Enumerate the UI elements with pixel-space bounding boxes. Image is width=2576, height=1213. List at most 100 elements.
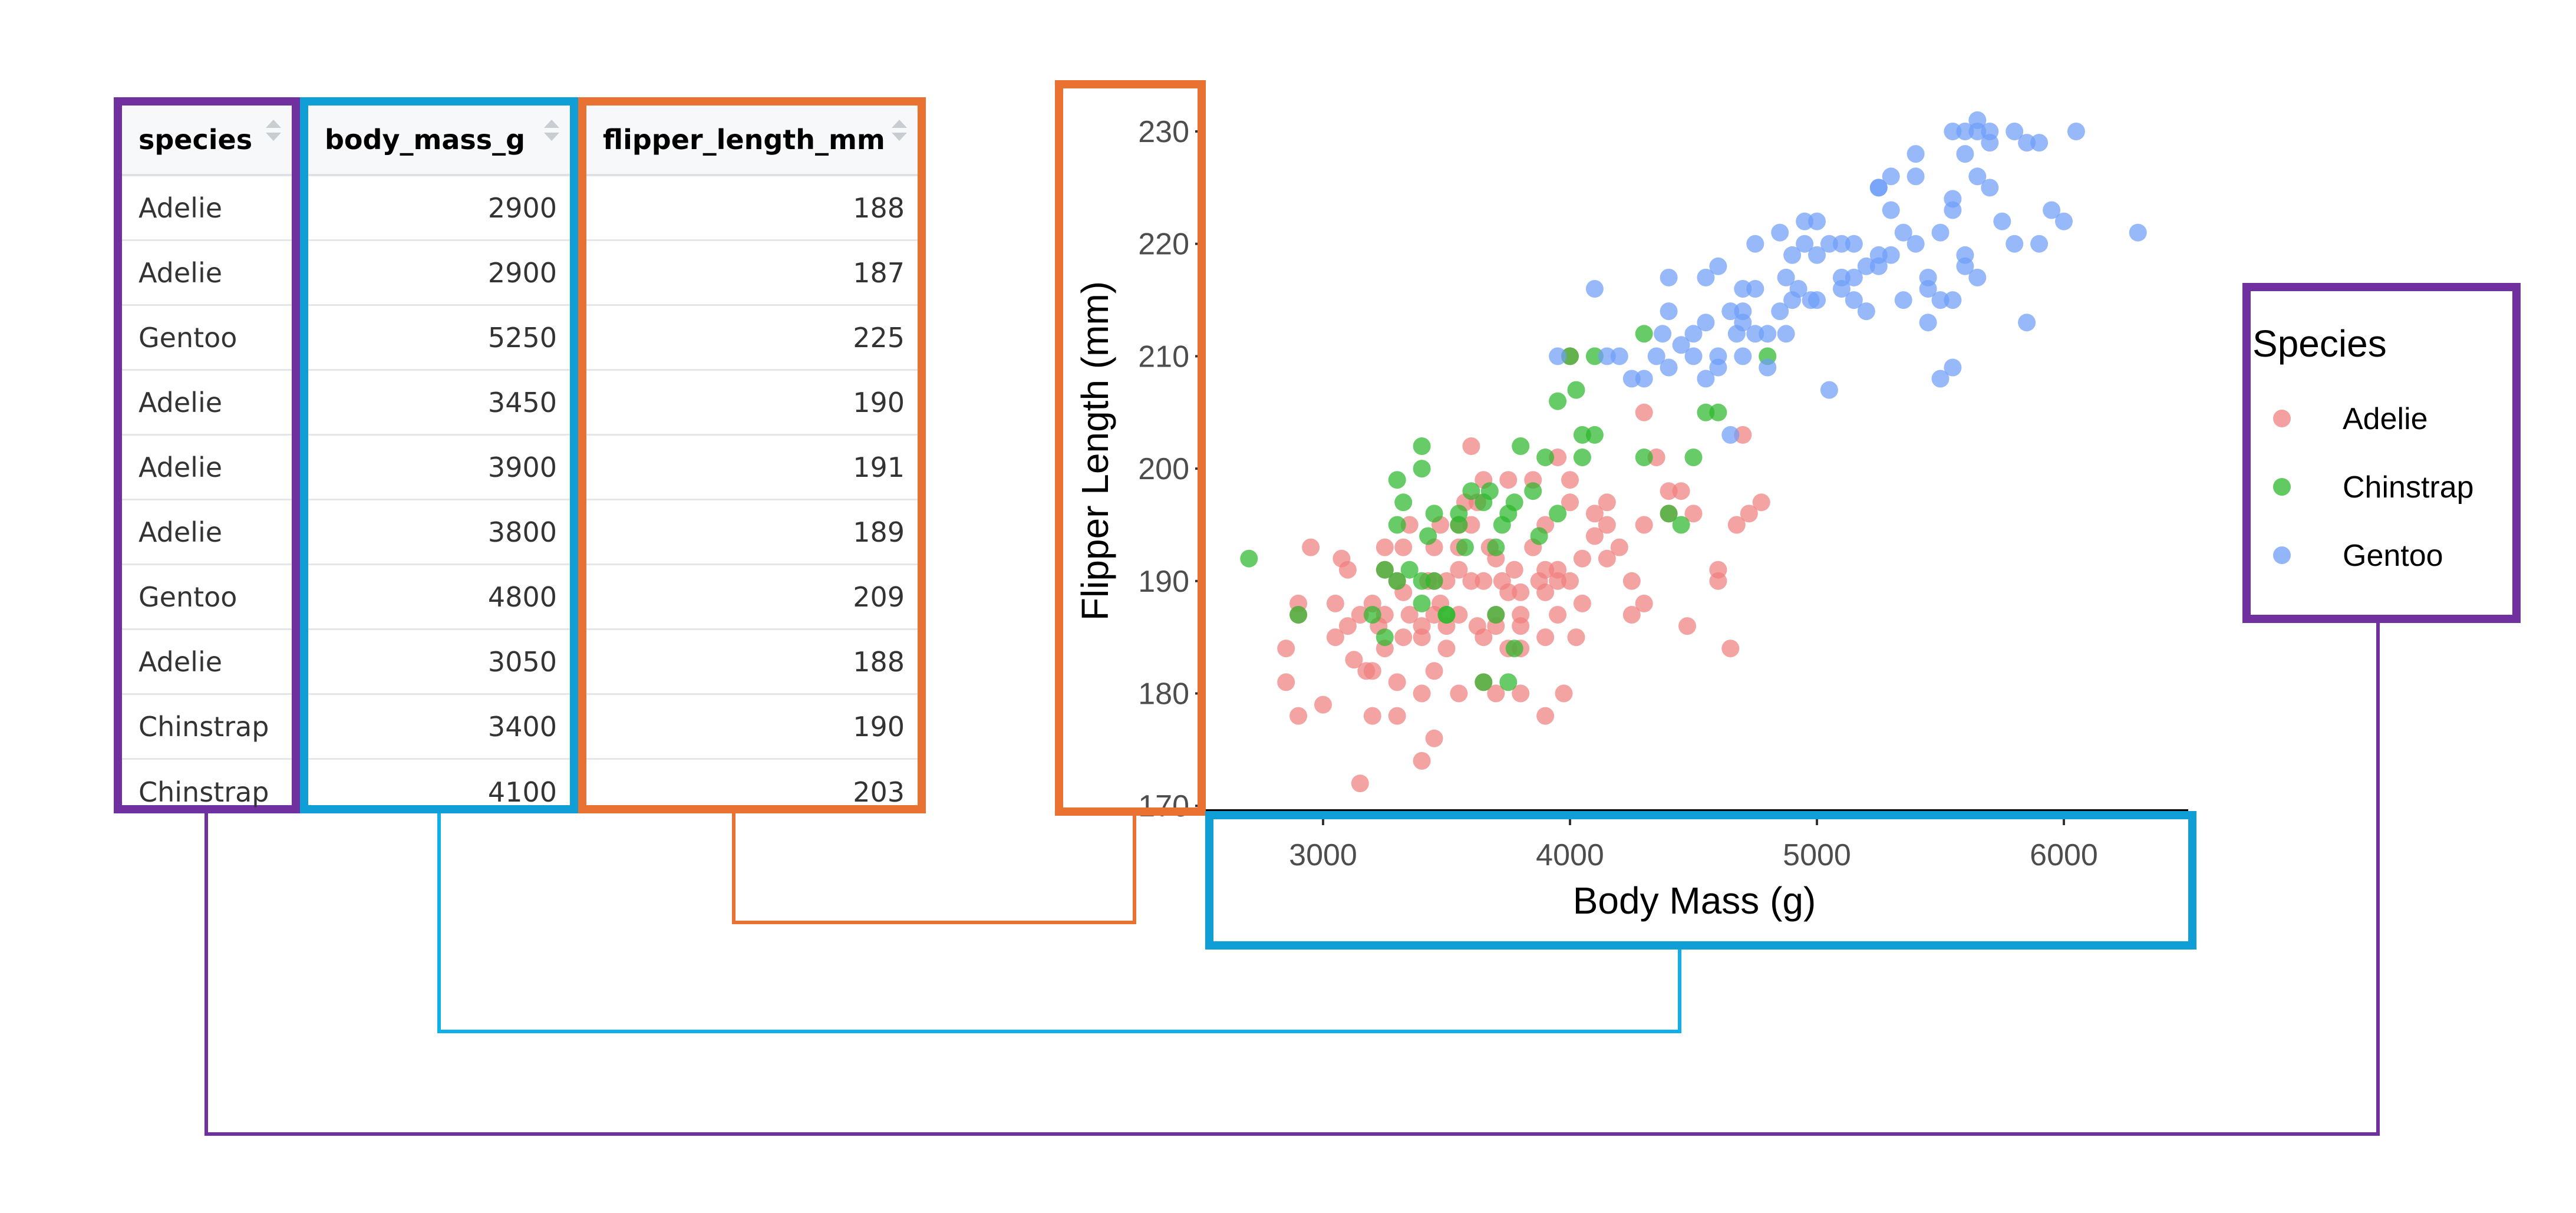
point-gentoo — [1549, 347, 1567, 365]
point-gentoo — [1610, 347, 1628, 365]
point-chinstrap — [1480, 482, 1499, 500]
point-gentoo — [1832, 235, 1851, 253]
point-adelie — [1351, 606, 1369, 624]
point-adelie — [1549, 572, 1567, 590]
point-chinstrap — [1388, 516, 1406, 534]
y-tick-label: 200 — [1138, 452, 1189, 486]
point-adelie — [1672, 482, 1690, 500]
point-gentoo — [1802, 291, 1820, 309]
point-chinstrap — [1456, 538, 1474, 556]
connector-species — [205, 623, 2380, 1136]
point-chinstrap — [1376, 628, 1394, 647]
table-cell-body-mass-g: 3450 — [308, 371, 570, 436]
point-gentoo — [2006, 123, 2024, 140]
point-chinstrap — [1376, 561, 1394, 579]
point-gentoo — [1622, 370, 1641, 388]
point-chinstrap — [1289, 606, 1308, 624]
point-adelie — [1622, 572, 1641, 590]
point-gentoo — [1931, 223, 1950, 242]
table-cell-flipper-length-mm: 188 — [586, 176, 918, 241]
legend-label-chinstrap: Chinstrap — [2343, 470, 2474, 505]
point-chinstrap — [1585, 347, 1604, 365]
legend-key-gentoo — [2273, 546, 2291, 564]
point-adelie — [1573, 549, 1591, 568]
point-gentoo — [1845, 268, 1863, 286]
point-gentoo — [1660, 358, 1678, 377]
point-gentoo — [1660, 302, 1678, 321]
y-tick-label: 210 — [1138, 339, 1189, 374]
table-cell-species: Adelie — [122, 436, 292, 500]
point-gentoo — [1672, 336, 1690, 354]
table-cell-flipper-length-mm: 203 — [853, 776, 905, 808]
table-cell-body-mass-g: 3900 — [308, 436, 570, 500]
point-adelie — [1450, 561, 1468, 579]
point-gentoo — [1869, 246, 1888, 264]
point-chinstrap — [1413, 572, 1431, 590]
legend-key-chinstrap — [2273, 478, 2291, 496]
point-chinstrap — [1660, 505, 1678, 523]
x-axis-title: Body Mass (g) — [1573, 879, 1816, 922]
point-gentoo — [1993, 212, 2011, 230]
point-adelie — [1561, 493, 1579, 512]
point-adelie — [1302, 538, 1320, 556]
point-adelie — [1561, 572, 1579, 590]
column-header-species[interactable]: species — [122, 106, 292, 176]
point-gentoo — [1907, 145, 1925, 163]
column-header-label: body_mass_g — [325, 124, 526, 156]
point-chinstrap — [1388, 572, 1406, 590]
legend-title: Species — [2252, 322, 2387, 365]
point-gentoo — [1968, 268, 1987, 286]
point-chinstrap — [1709, 403, 1727, 421]
point-gentoo — [1783, 246, 1802, 264]
point-adelie — [1363, 707, 1381, 725]
point-gentoo — [1585, 280, 1604, 298]
point-adelie — [1462, 516, 1480, 534]
point-gentoo — [1684, 325, 1703, 343]
column-header-body-mass[interactable]: body_mass_g — [308, 106, 570, 176]
point-gentoo — [1845, 291, 1863, 309]
point-adelie — [1338, 617, 1357, 635]
point-adelie — [1450, 606, 1468, 624]
point-adelie — [1635, 516, 1653, 534]
point-gentoo — [1857, 257, 1875, 275]
point-adelie — [1388, 707, 1406, 725]
point-gentoo — [1981, 179, 1999, 197]
legend-key-adelie — [2273, 410, 2291, 427]
point-gentoo — [1777, 325, 1795, 343]
point-chinstrap — [1363, 606, 1381, 624]
legend-label-adelie: Adelie — [2343, 402, 2428, 436]
point-chinstrap — [1524, 482, 1542, 500]
point-adelie — [1338, 561, 1357, 579]
point-gentoo — [1697, 268, 1715, 286]
point-chinstrap — [1394, 493, 1413, 512]
point-adelie — [1598, 493, 1616, 512]
point-adelie — [1499, 583, 1518, 601]
point-chinstrap — [1413, 594, 1431, 612]
point-adelie — [1400, 516, 1419, 534]
point-gentoo — [1697, 314, 1715, 332]
point-adelie — [1549, 606, 1567, 624]
sort-icon[interactable] — [544, 120, 559, 146]
sort-icon[interactable] — [892, 120, 907, 146]
table-cell-flipper-length-mm: 225 — [586, 306, 918, 371]
point-chinstrap — [1549, 505, 1567, 523]
point-gentoo — [1919, 314, 1937, 332]
point-chinstrap — [1425, 572, 1443, 590]
point-gentoo — [1721, 426, 1740, 444]
y-axis-title: Flipper Length (mm) — [1074, 281, 1116, 621]
point-gentoo — [1944, 201, 1962, 219]
point-gentoo — [1684, 347, 1703, 365]
table-cell-body-mass-g: 5250 — [308, 306, 570, 371]
point-gentoo — [1857, 302, 1875, 321]
point-gentoo — [1771, 302, 1789, 321]
y-tick-label: 190 — [1138, 565, 1189, 599]
point-adelie — [1549, 449, 1567, 466]
point-gentoo — [1635, 370, 1653, 388]
table-cell-flipper-length-mm: 191 — [586, 436, 918, 500]
point-adelie — [1573, 594, 1591, 612]
column-header-flipper-length[interactable]: flipper_length_mm — [586, 106, 918, 176]
sort-icon[interactable] — [266, 120, 281, 146]
point-gentoo — [2030, 134, 2049, 152]
point-gentoo — [1894, 291, 1912, 309]
